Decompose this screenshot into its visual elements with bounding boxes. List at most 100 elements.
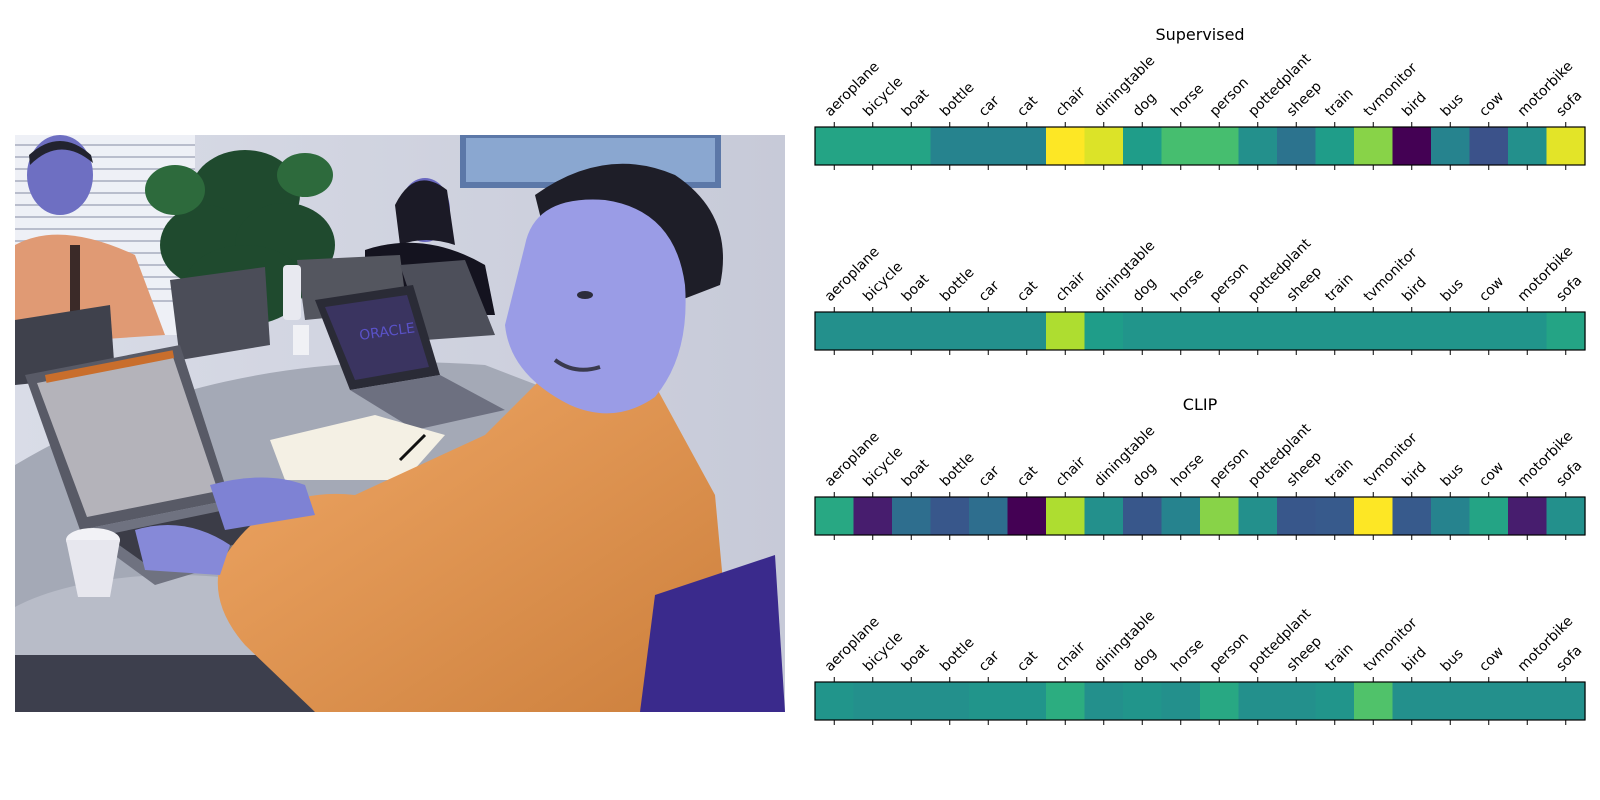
tick-label-chair: chair xyxy=(1053,639,1089,675)
heatmap-cell-horse xyxy=(1161,497,1201,535)
heatmap-cell-bottle xyxy=(930,682,970,720)
heatmap-cell-person xyxy=(1200,127,1240,165)
tick-label-car: car xyxy=(976,93,1003,120)
heatmap-cell-tvmonitor xyxy=(1354,497,1394,535)
white-cup xyxy=(66,528,120,597)
tick-label-cow: cow xyxy=(1476,459,1507,490)
heatmap-cell-person xyxy=(1200,682,1240,720)
tick-label-person: person xyxy=(1207,630,1252,675)
heatmap-cell-bus xyxy=(1431,127,1471,165)
heatmap-cell-person xyxy=(1200,497,1240,535)
tick-label-cow: cow xyxy=(1476,89,1507,120)
tick-label-car: car xyxy=(976,648,1003,675)
heatmap-cell-motorbike xyxy=(1508,497,1548,535)
heatmap-cell-train xyxy=(1315,312,1355,350)
heatmap-cell-bus xyxy=(1431,682,1471,720)
heatmap-cell-bus xyxy=(1431,312,1471,350)
heatmap-cell-sofa xyxy=(1546,312,1586,350)
heatmap-cell-cat xyxy=(1007,682,1047,720)
heatmap-cell-sheep xyxy=(1277,312,1317,350)
heatmap-cell-sofa xyxy=(1546,497,1586,535)
heatmap-cell-sofa xyxy=(1546,127,1586,165)
tick-label-dog: dog xyxy=(1130,645,1160,675)
orange-shirt xyxy=(217,365,735,712)
tick-label-bottle: bottle xyxy=(937,450,977,490)
heatmap-cell-dog xyxy=(1123,127,1163,165)
tick-label-person: person xyxy=(1207,260,1252,305)
heatmap-cell-pottedplant xyxy=(1238,682,1278,720)
tick-label-boat: boat xyxy=(899,86,933,120)
heatmap-cell-bottle xyxy=(930,497,970,535)
heatmap-cell-car xyxy=(969,312,1009,350)
tick-label-train: train xyxy=(1322,85,1356,119)
tick-label-bottle: bottle xyxy=(937,265,977,305)
heatmap-cell-diningtable xyxy=(1084,127,1124,165)
tick-label-chair: chair xyxy=(1053,269,1089,305)
heatmap-cell-tvmonitor xyxy=(1354,127,1394,165)
heatmap-cell-horse xyxy=(1161,682,1201,720)
heatmap-cell-horse xyxy=(1161,312,1201,350)
heatmap-cell-chair xyxy=(1046,682,1086,720)
tick-label-bus: bus xyxy=(1438,91,1467,120)
tick-label-bottle: bottle xyxy=(937,80,977,120)
strip-frame xyxy=(814,496,1586,536)
heatmap-cell-sofa xyxy=(1546,682,1586,720)
heatmap-cell-motorbike xyxy=(1508,127,1548,165)
tick-label-boat: boat xyxy=(899,456,933,490)
heatmap-cell-bird xyxy=(1392,312,1432,350)
heatmap-cell-dog xyxy=(1123,312,1163,350)
tick-label-dog: dog xyxy=(1130,275,1160,305)
heatmap-cell-car xyxy=(969,682,1009,720)
heatmap-cell-motorbike xyxy=(1508,682,1548,720)
tick-label-cat: cat xyxy=(1014,278,1041,305)
heatmap-cell-boat xyxy=(892,312,932,350)
heatmap-cell-cow xyxy=(1469,682,1509,720)
heatmap-cell-bird xyxy=(1392,497,1432,535)
heatmap-cell-dog xyxy=(1123,682,1163,720)
heatmap-cell-chair xyxy=(1046,497,1086,535)
heatmap-cell-boat xyxy=(892,127,932,165)
main-person-head xyxy=(505,163,723,414)
heatmap-cell-bicycle xyxy=(853,312,893,350)
heatmap-cell-pottedplant xyxy=(1238,497,1278,535)
center-laptop: ORACLE xyxy=(315,285,505,430)
strip-title: Supervised xyxy=(1155,25,1244,44)
tick-label-horse: horse xyxy=(1168,81,1207,120)
tick-label-horse: horse xyxy=(1168,451,1207,490)
heatmap-cell-person xyxy=(1200,312,1240,350)
strip-title: CLIP xyxy=(1183,395,1218,414)
heatmap-cell-sheep xyxy=(1277,127,1317,165)
heatmap-cell-train xyxy=(1315,497,1355,535)
heatmap-cell-boat xyxy=(892,682,932,720)
heatmap-cell-aeroplane xyxy=(815,682,855,720)
heatmap-cell-diningtable xyxy=(1084,497,1124,535)
bottle xyxy=(283,265,301,320)
heatmap-cell-cow xyxy=(1469,497,1509,535)
hand-right xyxy=(210,477,315,530)
heatmap-cell-cat xyxy=(1007,127,1047,165)
heatmap-cell-bottle xyxy=(930,127,970,165)
heatmap-cell-pottedplant xyxy=(1238,312,1278,350)
strip-frame xyxy=(814,681,1586,721)
heatmap-cell-train xyxy=(1315,127,1355,165)
tick-label-sofa: sofa xyxy=(1553,458,1585,490)
tick-label-cat: cat xyxy=(1014,463,1041,490)
heatmap-cell-dog xyxy=(1123,497,1163,535)
heatmap-cell-sheep xyxy=(1277,682,1317,720)
tick-label-cat: cat xyxy=(1014,648,1041,675)
tick-label-horse: horse xyxy=(1168,266,1207,305)
tick-label-boat: boat xyxy=(899,271,933,305)
heatmap-cell-bird xyxy=(1392,127,1432,165)
heatmap-cell-cow xyxy=(1469,127,1509,165)
office-photo: ORACLE xyxy=(15,135,785,712)
tick-label-bus: bus xyxy=(1438,461,1467,490)
heatmap-cell-bicycle xyxy=(853,127,893,165)
heatmap-cell-bus xyxy=(1431,497,1471,535)
heatmap-cell-motorbike xyxy=(1508,312,1548,350)
heatmap-cell-bottle xyxy=(930,312,970,350)
